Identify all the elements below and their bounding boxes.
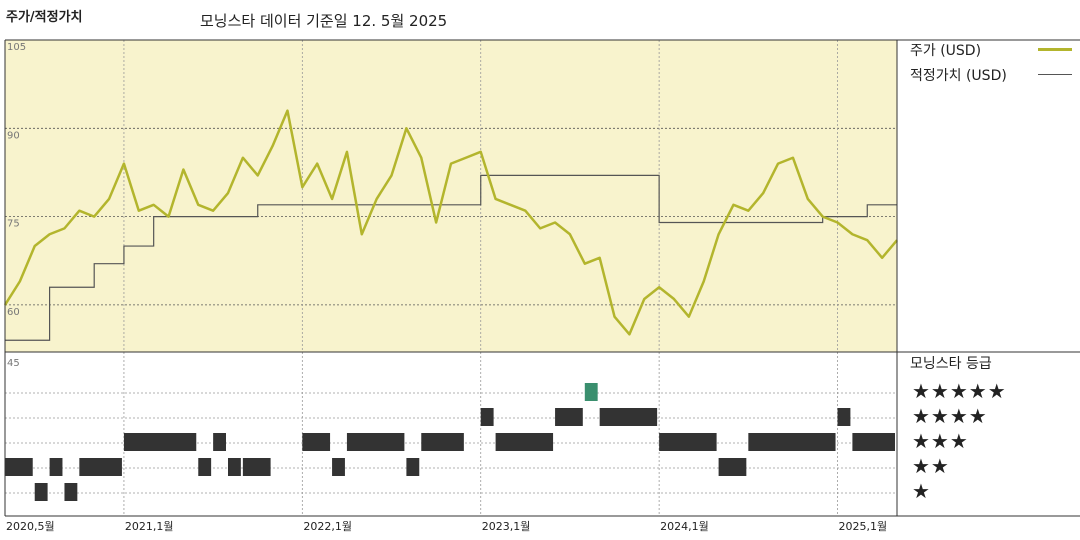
y-tick-label: 75 [7,219,20,230]
rating-segment [346,433,405,451]
x-tick-label: 2023,1월 [482,520,531,533]
legend-fair-value-swatch [1038,74,1072,75]
legend-fair-value-label: 적정가치 (USD) [910,68,1007,84]
rating-segment [123,433,197,451]
rating-segment [5,458,33,476]
y-tick-label: 90 [7,130,20,141]
rating-segment [852,433,895,451]
price-plot-background [5,40,897,352]
rating-segment [242,458,271,476]
rating-segment [228,458,241,476]
rating-segment [332,458,345,476]
rating-segment [599,408,658,426]
rating-1-star: ★ [912,479,931,503]
y-tick-label: 105 [7,42,26,53]
rating-segment [213,433,226,451]
rating-segment [34,483,48,501]
legend-price-swatch [1038,48,1072,51]
rating-segment [495,433,554,451]
legend-price-label: 주가 (USD) [910,43,982,59]
rating-segment [718,458,747,476]
x-tick-label: 2025,1월 [839,520,888,533]
fair-value-series-line [5,174,897,341]
rating-segment [64,483,78,501]
rating-segment [406,458,420,476]
rating-segment [198,458,212,476]
rating-5-stars: ★★★★★ [912,379,1007,403]
x-tick-label: 2020,5월 [6,520,55,533]
x-tick-label: 2024,1월 [660,520,709,533]
rating-y-tick-label: 45 [7,358,20,369]
rating-segment [480,408,494,426]
rating-segment [659,433,717,451]
rating-panel-title: 모닝스타 등급 [910,356,992,372]
rating-3-stars: ★★★ [912,429,969,453]
x-tick-label: 2021,1월 [125,520,174,533]
rating-segment [49,458,63,476]
rating-4-stars: ★★★★ [912,404,988,428]
data-date-subtitle: 모닝스타 데이터 기준일 12. 5월 2025 [200,12,448,30]
y-tick-label: 60 [7,307,20,318]
rating-2-stars: ★★ [912,454,950,478]
x-tick-label: 2022,1월 [303,520,352,533]
rating-segment [837,408,851,426]
rating-segment [748,433,836,451]
rating-segment [584,383,598,401]
rating-segment [421,433,464,451]
rating-segment [79,458,122,476]
chart-title: 주가/적정가치 [6,10,83,25]
rating-segment [555,408,583,426]
rating-segment [302,433,331,451]
